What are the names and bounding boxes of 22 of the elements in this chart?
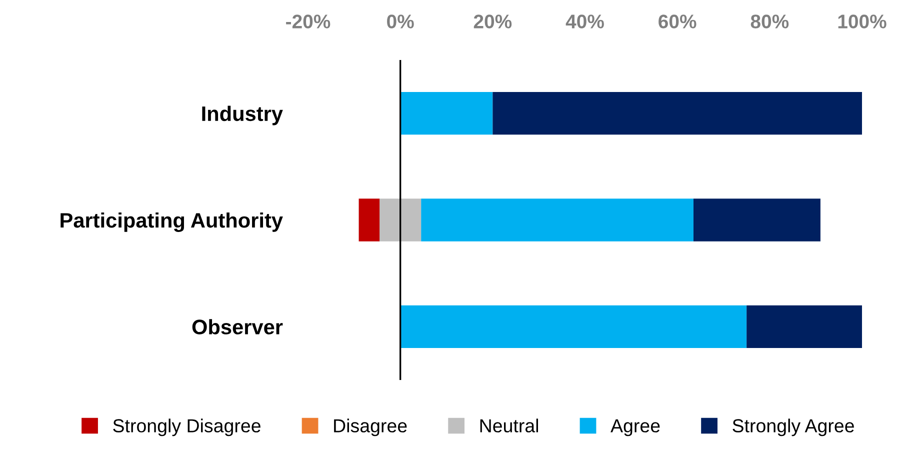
x-tick-label: 80%	[750, 14, 789, 28]
legend-label: Disagree	[334, 418, 407, 436]
bar	[693, 198, 820, 242]
bar	[358, 198, 380, 242]
bar	[400, 305, 747, 348]
x-tick-label: 100%	[838, 14, 886, 28]
bar	[421, 198, 694, 242]
y-tick-label: Industry	[202, 106, 283, 126]
bar	[400, 92, 493, 135]
legend-label: Agree	[610, 419, 660, 436]
x-tick-label: -20%	[286, 14, 330, 28]
x-tick-label: 20%	[474, 14, 512, 28]
bar	[492, 92, 862, 135]
y-tick-label: Participating Authority	[60, 212, 283, 232]
legend-label: Strongly Disagree	[113, 418, 260, 436]
legend-label: Strongly Agree	[732, 418, 854, 436]
x-tick-label: 0%	[387, 14, 414, 28]
legend-label: Neutral	[480, 418, 538, 432]
bar	[746, 305, 862, 348]
y-tick-label: Observer	[192, 319, 283, 334]
x-tick-label: 60%	[658, 14, 696, 28]
x-tick-label: 40%	[566, 14, 604, 28]
